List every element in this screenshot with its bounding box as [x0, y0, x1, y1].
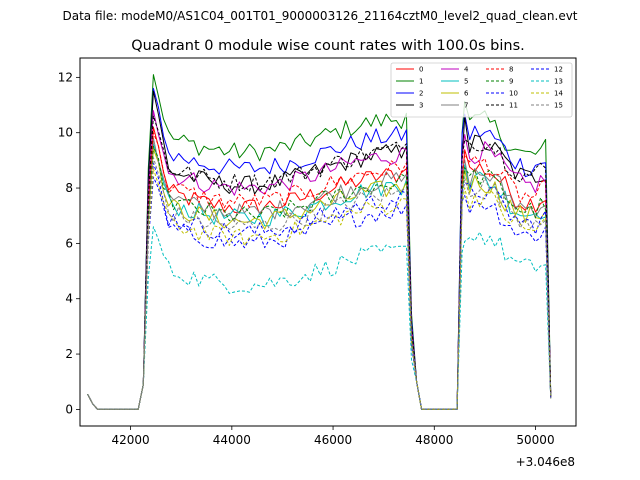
y-tick-label: 12	[58, 70, 73, 84]
y-tick-label: 0	[65, 402, 73, 416]
legend-box	[390, 62, 573, 118]
series-line-13	[87, 226, 552, 410]
series-line-10	[87, 176, 552, 410]
series-line-15	[87, 157, 552, 410]
y-tick-label: 6	[65, 236, 73, 250]
series-line-1	[87, 74, 552, 410]
x-tick-label: 48000	[415, 433, 453, 447]
legend-label-1: 1	[419, 78, 423, 86]
series-line-9	[87, 146, 552, 410]
series-line-7	[87, 137, 552, 410]
legend-label-13: 13	[554, 78, 563, 86]
legend-label-11: 11	[509, 102, 518, 110]
series-line-5	[87, 143, 552, 410]
y-tick-label: 2	[65, 347, 73, 361]
axes-frame	[79, 57, 577, 427]
chart-suptitle: Data file: modeM0/AS1C04_001T01_90000031…	[62, 9, 577, 23]
series-line-2	[87, 87, 552, 410]
legend-label-8: 8	[509, 66, 513, 74]
legend-label-0: 0	[419, 66, 423, 74]
legend-label-5: 5	[464, 78, 468, 86]
y-tick-label: 10	[58, 126, 73, 140]
series-line-11	[87, 115, 552, 410]
series-line-6	[87, 148, 552, 410]
series-line-3	[87, 90, 552, 410]
legend-label-3: 3	[419, 102, 423, 110]
y-axis: 0 2 4 6 8 10 12	[58, 70, 80, 416]
legend-label-7: 7	[464, 102, 468, 110]
legend-label-10: 10	[509, 90, 518, 98]
y-tick-label: 4	[65, 292, 73, 306]
chart-title: Quadrant 0 module wise count rates with …	[131, 38, 525, 54]
x-tick-label: 46000	[314, 433, 352, 447]
y-tick-label: 8	[65, 181, 73, 195]
legend-label-6: 6	[464, 90, 469, 98]
legend-label-9: 9	[509, 78, 513, 86]
x-tick-label: 42000	[112, 433, 150, 447]
legend-label-15: 15	[554, 102, 563, 110]
legend-label-4: 4	[464, 66, 469, 74]
x-axis-offset-label: +3.046e8	[516, 455, 575, 469]
x-tick-label: 50000	[516, 433, 554, 447]
series-line-14	[87, 168, 552, 410]
legend-label-12: 12	[554, 66, 563, 74]
series-line-8	[87, 132, 552, 410]
series-line-4	[87, 110, 552, 410]
legend-label-2: 2	[419, 90, 423, 98]
series-line-0	[87, 126, 552, 410]
plot-lines	[87, 74, 552, 410]
x-axis: 42000 44000 46000 48000 50000	[112, 426, 555, 447]
x-tick-label: 44000	[213, 433, 251, 447]
legend-label-14: 14	[554, 90, 563, 98]
series-line-12	[87, 162, 552, 410]
